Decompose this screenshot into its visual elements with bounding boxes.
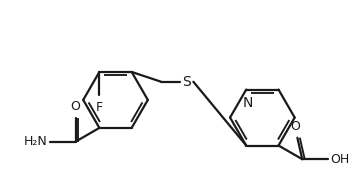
Text: OH: OH — [331, 153, 350, 166]
Text: O: O — [71, 100, 81, 113]
Text: N: N — [243, 96, 253, 110]
Text: F: F — [96, 101, 103, 114]
Text: O: O — [290, 120, 300, 133]
Text: S: S — [182, 75, 191, 89]
Text: H₂N: H₂N — [24, 135, 47, 148]
